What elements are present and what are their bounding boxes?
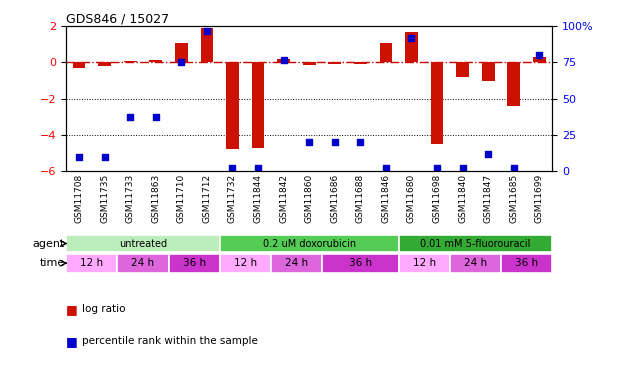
Text: GSM11686: GSM11686 — [330, 174, 339, 223]
Point — [432, 165, 442, 171]
Bar — [379, 42, 392, 63]
Text: GSM11680: GSM11680 — [407, 174, 416, 223]
Point — [74, 153, 84, 159]
Point — [330, 139, 340, 145]
Point — [176, 60, 186, 66]
Text: 24 h: 24 h — [464, 258, 487, 268]
Text: GSM11846: GSM11846 — [381, 174, 391, 223]
Point — [253, 165, 263, 171]
Text: GDS846 / 15027: GDS846 / 15027 — [66, 12, 169, 25]
Point — [406, 35, 416, 41]
Bar — [507, 63, 520, 106]
Bar — [328, 63, 341, 64]
Bar — [220, 236, 399, 252]
Bar — [271, 254, 322, 273]
Point — [278, 57, 288, 63]
Bar — [450, 254, 501, 273]
Text: GSM11840: GSM11840 — [458, 174, 467, 223]
Text: untreated: untreated — [119, 238, 167, 249]
Text: GSM11688: GSM11688 — [356, 174, 365, 223]
Point — [483, 151, 493, 157]
Point — [509, 165, 519, 171]
Bar — [168, 254, 220, 273]
Bar — [175, 42, 188, 63]
Point — [534, 52, 545, 58]
Bar — [150, 60, 162, 63]
Text: 0.2 uM doxorubicin: 0.2 uM doxorubicin — [262, 238, 356, 249]
Bar — [399, 236, 552, 252]
Bar — [533, 57, 546, 63]
Text: GSM11685: GSM11685 — [509, 174, 518, 223]
Bar — [201, 28, 213, 63]
Point — [100, 153, 110, 159]
Point — [125, 114, 135, 120]
Text: GSM11863: GSM11863 — [151, 174, 160, 223]
Text: GSM11732: GSM11732 — [228, 174, 237, 223]
Bar — [73, 63, 85, 68]
Bar — [501, 254, 552, 273]
Bar — [399, 254, 450, 273]
Bar — [220, 254, 271, 273]
Text: 36 h: 36 h — [182, 258, 206, 268]
Text: 12 h: 12 h — [233, 258, 257, 268]
Text: GSM11860: GSM11860 — [305, 174, 314, 223]
Text: 36 h: 36 h — [515, 258, 538, 268]
Bar — [277, 59, 290, 63]
Bar — [482, 63, 495, 81]
Bar — [303, 63, 316, 65]
Bar — [431, 63, 444, 144]
Text: GSM11844: GSM11844 — [254, 174, 262, 223]
Bar — [456, 63, 469, 77]
Text: GSM11842: GSM11842 — [279, 174, 288, 223]
Bar — [252, 63, 264, 147]
Text: 0.01 mM 5-fluorouracil: 0.01 mM 5-fluorouracil — [420, 238, 531, 249]
Bar — [66, 236, 220, 252]
Text: 24 h: 24 h — [131, 258, 155, 268]
Point — [227, 165, 237, 171]
Text: ■: ■ — [66, 335, 78, 348]
Text: GSM11708: GSM11708 — [74, 174, 83, 223]
Text: GSM11733: GSM11733 — [126, 174, 134, 223]
Bar — [405, 32, 418, 63]
Text: GSM11735: GSM11735 — [100, 174, 109, 223]
Bar — [98, 63, 111, 66]
Bar — [226, 63, 239, 149]
Bar — [124, 61, 136, 63]
Text: 36 h: 36 h — [349, 258, 372, 268]
Text: GSM11699: GSM11699 — [535, 174, 544, 223]
Point — [355, 139, 365, 145]
Bar — [117, 254, 168, 273]
Point — [457, 165, 468, 171]
Text: ■: ■ — [66, 303, 78, 316]
Text: agent: agent — [33, 238, 65, 249]
Text: GSM11698: GSM11698 — [433, 174, 442, 223]
Bar — [354, 63, 367, 64]
Text: GSM11847: GSM11847 — [484, 174, 493, 223]
Point — [381, 165, 391, 171]
Text: 12 h: 12 h — [413, 258, 436, 268]
Text: 24 h: 24 h — [285, 258, 308, 268]
Text: log ratio: log ratio — [82, 304, 126, 314]
Text: 12 h: 12 h — [80, 258, 103, 268]
Text: GSM11710: GSM11710 — [177, 174, 186, 223]
Text: GSM11712: GSM11712 — [203, 174, 211, 223]
Bar — [66, 254, 117, 273]
Point — [304, 139, 314, 145]
Text: time: time — [40, 258, 65, 268]
Point — [202, 28, 212, 34]
Point — [151, 114, 161, 120]
Bar — [322, 254, 399, 273]
Text: percentile rank within the sample: percentile rank within the sample — [82, 336, 258, 346]
